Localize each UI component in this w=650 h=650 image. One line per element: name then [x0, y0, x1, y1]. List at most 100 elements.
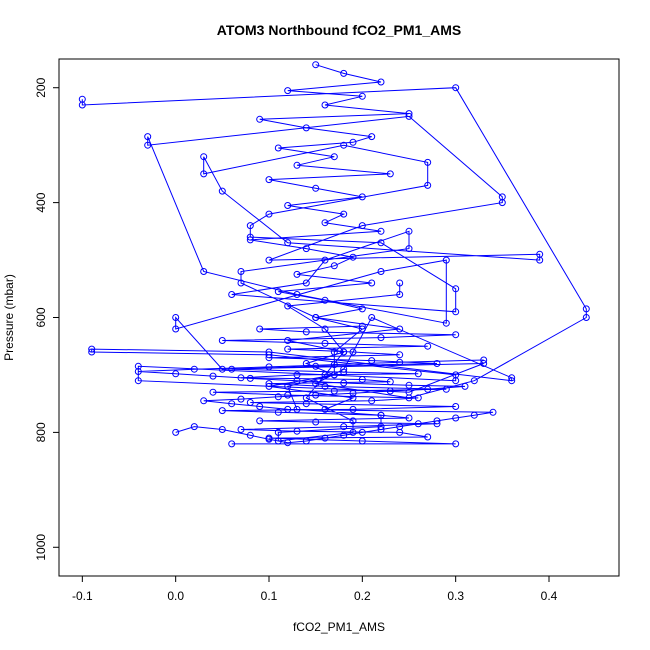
data-point	[274, 428, 282, 436]
data-point	[218, 337, 226, 344]
data-point	[134, 377, 142, 385]
series-line	[81, 87, 587, 442]
data-point	[312, 61, 320, 69]
chart-title: ATOM3 Northbound fCO2_PM1_AMS	[217, 22, 462, 38]
x-tick-label: 0.3	[447, 589, 464, 603]
data-point	[321, 256, 329, 264]
data-point	[452, 308, 460, 316]
data-point	[386, 170, 394, 178]
data-point	[377, 426, 385, 433]
data-point	[452, 414, 460, 422]
y-axis: 200 400 600 800 1000	[34, 77, 60, 561]
data-point	[144, 141, 152, 149]
data-point	[396, 291, 404, 298]
data-point	[377, 239, 385, 247]
data-point	[284, 439, 292, 447]
data-point	[536, 256, 544, 264]
data-point	[349, 348, 357, 356]
data-point	[368, 133, 376, 141]
data-point	[368, 314, 376, 321]
data-point	[349, 405, 357, 413]
data-point	[386, 387, 394, 395]
data-point	[312, 380, 320, 388]
data-point	[172, 325, 180, 333]
data-point	[452, 403, 460, 410]
data-point	[405, 388, 413, 396]
data-point	[78, 101, 86, 109]
data-point	[358, 322, 366, 330]
data-point	[302, 360, 310, 367]
data-point	[321, 382, 329, 390]
data-point	[396, 351, 404, 359]
data-point	[414, 370, 422, 378]
x-tick-label: 0.0	[167, 589, 184, 603]
data-point	[349, 394, 357, 402]
data-point	[377, 334, 385, 342]
data-point	[265, 256, 273, 264]
data-point	[88, 348, 96, 356]
data-point	[461, 382, 469, 390]
data-point	[246, 236, 254, 244]
data-point	[293, 427, 301, 435]
data-point	[424, 342, 432, 350]
data-point	[349, 389, 357, 397]
data-point	[200, 397, 208, 405]
data-point	[321, 434, 329, 442]
data-point	[358, 376, 366, 383]
data-point	[302, 437, 310, 445]
data-point	[293, 270, 301, 278]
y-tick-label: 400	[34, 192, 48, 212]
data-point	[237, 426, 245, 433]
data-point	[452, 331, 460, 339]
data-point	[405, 110, 413, 118]
data-point	[302, 279, 310, 287]
data-point	[237, 279, 245, 287]
data-point	[377, 78, 385, 86]
data-point	[302, 124, 310, 132]
data-point	[172, 314, 180, 321]
data-point	[293, 377, 301, 385]
data-point	[424, 158, 432, 166]
data-point	[330, 262, 338, 270]
data-point	[246, 222, 254, 230]
data-point	[265, 210, 273, 218]
data-point	[218, 365, 226, 373]
data-point	[256, 403, 264, 410]
data-point	[302, 328, 310, 336]
data-point	[265, 382, 273, 390]
data-point	[246, 431, 254, 439]
data-point	[330, 153, 338, 161]
data-point	[340, 431, 348, 439]
y-tick-label: 600	[34, 307, 48, 327]
data-point	[312, 391, 320, 399]
data-point	[508, 374, 516, 382]
data-point	[237, 268, 245, 275]
x-tick-label: 0.4	[541, 589, 558, 603]
data-point	[358, 428, 366, 436]
data-point	[340, 379, 348, 387]
data-point	[256, 325, 264, 333]
y-tick-label: 800	[34, 422, 48, 442]
data-point	[368, 397, 376, 405]
data-point	[405, 245, 413, 253]
data-point	[265, 435, 273, 443]
data-point	[508, 377, 516, 385]
data-point	[284, 87, 292, 95]
data-point	[284, 202, 292, 209]
data-point	[498, 199, 506, 207]
data-point	[228, 291, 236, 298]
data-point	[358, 437, 366, 445]
series-line	[212, 325, 456, 445]
x-tick-label: 0.2	[354, 589, 371, 603]
data-point	[88, 345, 96, 353]
data-point	[134, 362, 142, 370]
data-point	[293, 161, 301, 169]
plot-marks	[78, 61, 590, 448]
data-point	[470, 411, 478, 419]
data-point	[274, 393, 282, 401]
data-point	[218, 426, 226, 433]
data-point	[396, 358, 404, 366]
data-point	[414, 420, 422, 428]
data-point	[274, 408, 282, 416]
